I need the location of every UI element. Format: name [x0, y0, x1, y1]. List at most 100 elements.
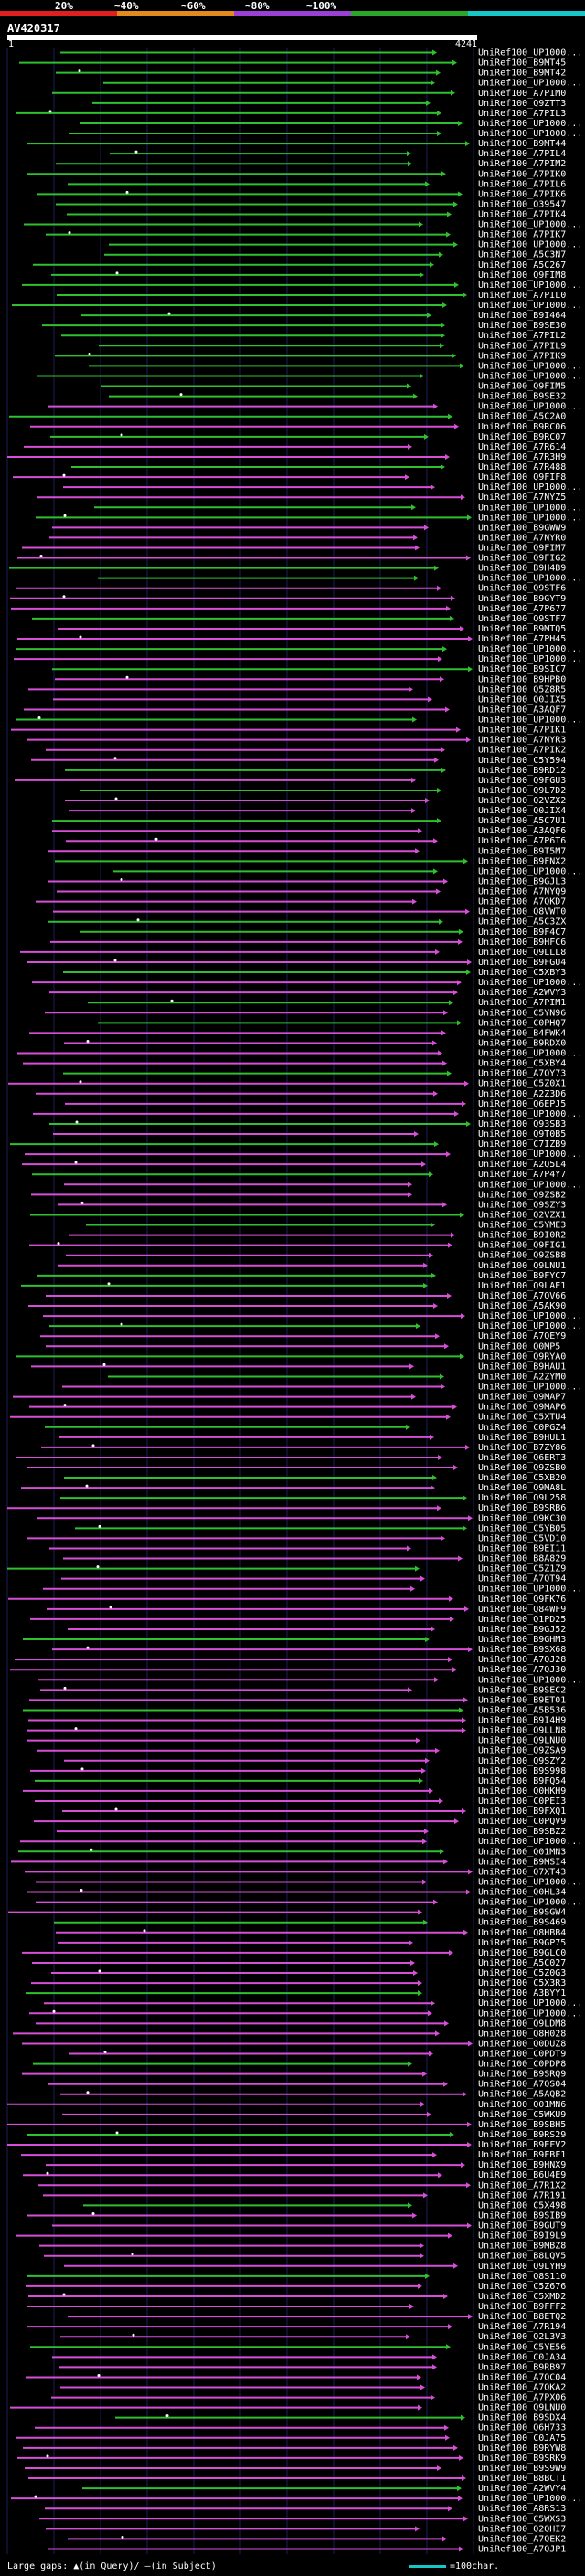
hit-label[interactable]: UniRef100_B9RC07 — [478, 432, 566, 442]
hit-label[interactable]: UniRef100_A7PIK2 — [478, 746, 566, 756]
hit-label[interactable]: UniRef100_A7PIM2 — [478, 159, 566, 169]
hit-label[interactable]: UniRef100_Q0DUZ8 — [478, 2039, 566, 2049]
hit-label[interactable]: UniRef100_UP1000... — [478, 978, 582, 988]
hit-label[interactable]: UniRef100_Q6EPJ5 — [478, 1099, 566, 1109]
hit-label[interactable]: UniRef100_B9HFC6 — [478, 938, 566, 948]
hit-label[interactable]: UniRef100_UP1000... — [478, 129, 582, 139]
hit-label[interactable]: UniRef100_A7PIL9 — [478, 341, 566, 351]
hit-label[interactable]: UniRef100_B9S469 — [478, 1918, 566, 1928]
hit-label[interactable]: UniRef100_A7PIM1 — [478, 998, 566, 1008]
hit-label[interactable]: UniRef100_A3AQF7 — [478, 705, 566, 715]
hit-label[interactable]: UniRef100_B9SIB9 — [478, 2210, 566, 2221]
hit-label[interactable]: UniRef100_B9SRB6 — [478, 1503, 566, 1513]
hit-label[interactable]: UniRef100_B9RYW8 — [478, 2443, 566, 2454]
hit-label[interactable]: UniRef100_B9H4B9 — [478, 564, 566, 574]
hit-label[interactable]: UniRef100_B9SE30 — [478, 321, 566, 331]
hit-label[interactable]: UniRef100_Q0JIX5 — [478, 694, 566, 705]
hit-label[interactable]: UniRef100_B9MT42 — [478, 69, 566, 79]
hit-label[interactable]: UniRef100_UP1000... — [478, 220, 582, 230]
hit-label[interactable]: UniRef100_Q9ZSB0 — [478, 1463, 566, 1473]
hit-label[interactable]: UniRef100_UP1000... — [478, 1837, 582, 1847]
hit-label[interactable]: UniRef100_B8LQV5 — [478, 2252, 566, 2262]
hit-label[interactable]: UniRef100_B4FWK4 — [478, 1028, 566, 1038]
hit-label[interactable]: UniRef100_C5Y594 — [478, 756, 566, 766]
hit-label[interactable]: UniRef100_A5C027 — [478, 1958, 566, 1968]
hit-label[interactable]: UniRef100_B9RDX0 — [478, 1038, 566, 1048]
hit-label[interactable]: UniRef100_B9SIC7 — [478, 664, 566, 674]
hit-label[interactable]: UniRef100_UP1000... — [478, 371, 582, 381]
hit-label[interactable]: UniRef100_B9I9L9 — [478, 2231, 566, 2242]
hit-label[interactable]: UniRef100_B9RC06 — [478, 422, 566, 432]
hit-label[interactable]: UniRef100_B9MT44 — [478, 139, 566, 149]
hit-label[interactable]: UniRef100_B9SE32 — [478, 392, 566, 402]
hit-label[interactable]: UniRef100_Q8HBB4 — [478, 1928, 566, 1938]
hit-label[interactable]: UniRef100_UP1000... — [478, 1150, 582, 1160]
hit-label[interactable]: UniRef100_UP1000... — [478, 513, 582, 523]
hit-label[interactable]: UniRef100_A7PIL3 — [478, 109, 566, 119]
hit-label[interactable]: UniRef100_Q9LDM8 — [478, 2019, 566, 2029]
hit-label[interactable]: UniRef100_Q9FIM7 — [478, 543, 566, 553]
hit-label[interactable]: UniRef100_Q9LNU0 — [478, 2403, 566, 2413]
hit-label[interactable]: UniRef100_B9MTQ5 — [478, 624, 566, 634]
hit-label[interactable]: UniRef100_A5AK90 — [478, 1301, 566, 1311]
hit-label[interactable]: UniRef100_UP1000... — [478, 1049, 582, 1059]
hit-label[interactable]: UniRef100_UP1000... — [478, 79, 582, 89]
hit-label[interactable]: UniRef100_Q9MAP6 — [478, 1403, 566, 1413]
hit-label[interactable]: UniRef100_Q9RYA0 — [478, 1352, 566, 1362]
hit-label[interactable]: UniRef100_B9SBH5 — [478, 2120, 566, 2130]
hit-label[interactable]: UniRef100_A7PIL6 — [478, 179, 566, 189]
hit-label[interactable]: UniRef100_Q93SB3 — [478, 1119, 566, 1129]
hit-label[interactable]: UniRef100_B9GJ52 — [478, 1625, 566, 1635]
hit-label[interactable]: UniRef100_A7R614 — [478, 442, 566, 452]
hit-label[interactable]: UniRef100_C0PEI3 — [478, 1797, 566, 1807]
hit-label[interactable]: UniRef100_B9SDX4 — [478, 2413, 566, 2423]
hit-label[interactable]: UniRef100_C5XMD2 — [478, 2292, 566, 2302]
hit-label[interactable]: UniRef100_C5XTU4 — [478, 1413, 566, 1423]
hit-label[interactable]: UniRef100_Q8VWT0 — [478, 907, 566, 917]
hit-label[interactable]: UniRef100_A7QKA2 — [478, 2383, 566, 2393]
hit-label[interactable]: UniRef100_B9EI11 — [478, 1543, 566, 1553]
hit-label[interactable]: UniRef100_A7QJ30 — [478, 1665, 566, 1675]
hit-label[interactable]: UniRef100_B9I0R2 — [478, 1231, 566, 1241]
hit-label[interactable]: UniRef100_B9RB97 — [478, 2362, 566, 2372]
hit-label[interactable]: UniRef100_C5WXS3 — [478, 2514, 566, 2524]
hit-label[interactable]: UniRef100_A5C3ZX — [478, 917, 566, 928]
hit-label[interactable]: UniRef100_B8ETQ2 — [478, 2312, 566, 2322]
hit-label[interactable]: UniRef100_B9FYC7 — [478, 1271, 566, 1281]
hit-label[interactable]: UniRef100_UP1000... — [478, 482, 582, 493]
hit-label[interactable]: UniRef100_Q9L7D2 — [478, 786, 566, 796]
hit-label[interactable]: UniRef100_UP1000... — [478, 716, 582, 726]
hit-label[interactable]: UniRef100_UP1000... — [478, 866, 582, 876]
hit-label[interactable]: UniRef100_A5C7U1 — [478, 816, 566, 826]
hit-label[interactable]: UniRef100_UP1000... — [478, 48, 582, 58]
hit-label[interactable]: UniRef100_B9S998 — [478, 1766, 566, 1776]
hit-label[interactable]: UniRef100_A7PIM0 — [478, 89, 566, 99]
hit-label[interactable]: UniRef100_B9GHM3 — [478, 1635, 566, 1645]
hit-label[interactable]: UniRef100_C5XB20 — [478, 1473, 566, 1483]
hit-label[interactable]: UniRef100_A7QJ28 — [478, 1655, 566, 1665]
hit-label[interactable]: UniRef100_B9GP75 — [478, 1938, 566, 1948]
hit-label[interactable]: UniRef100_A5C2A0 — [478, 412, 566, 422]
hit-label[interactable]: UniRef100_UP1000... — [478, 361, 582, 371]
hit-label[interactable]: UniRef100_A7PIK7 — [478, 230, 566, 240]
hit-label[interactable]: UniRef100_B9GYT9 — [478, 594, 566, 604]
hit-label[interactable]: UniRef100_B6U4E9 — [478, 2170, 566, 2180]
hit-label[interactable]: UniRef100_C5X3R3 — [478, 1978, 566, 1988]
hit-label[interactable]: UniRef100_Q2L3V3 — [478, 2332, 566, 2342]
hit-label[interactable]: UniRef100_Q1PD25 — [478, 1615, 566, 1625]
hit-label[interactable]: UniRef100_C0PDT9 — [478, 2050, 566, 2060]
hit-label[interactable]: UniRef100_A7PIK9 — [478, 351, 566, 361]
hit-label[interactable]: UniRef100_UP1000... — [478, 1585, 582, 1595]
hit-label[interactable]: UniRef100_B9MT45 — [478, 58, 566, 69]
hit-label[interactable]: UniRef100_Q9LNU0 — [478, 1736, 566, 1746]
hit-label[interactable]: UniRef100_C5YN96 — [478, 1008, 566, 1018]
hit-label[interactable]: UniRef100_B9EFV2 — [478, 2140, 566, 2150]
hit-label[interactable]: UniRef100_B9GJL3 — [478, 876, 566, 886]
hit-label[interactable]: UniRef100_Q84WF9 — [478, 1605, 566, 1615]
hit-label[interactable]: UniRef100_A5C3N7 — [478, 250, 566, 260]
hit-label[interactable]: UniRef100_B9SRQ9 — [478, 2070, 566, 2080]
hit-label[interactable]: UniRef100_B9GUT9 — [478, 2221, 566, 2231]
hit-label[interactable]: UniRef100_A7QKD7 — [478, 897, 566, 907]
hit-label[interactable]: UniRef100_B8A829 — [478, 1554, 566, 1564]
hit-label[interactable]: UniRef100_A7QT94 — [478, 1574, 566, 1585]
